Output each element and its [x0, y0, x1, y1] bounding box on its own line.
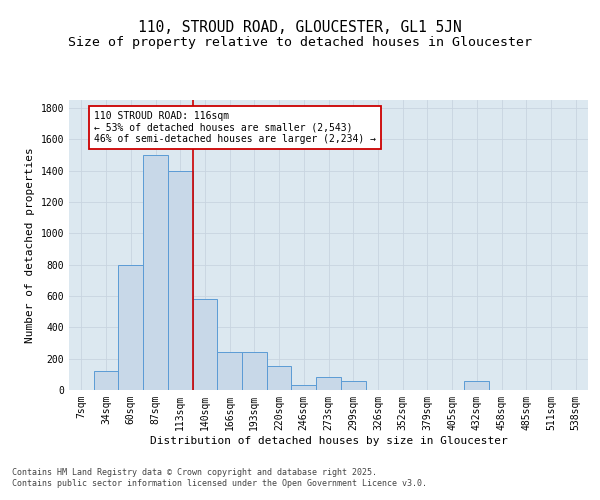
Bar — [193, 299, 217, 390]
Bar — [267, 366, 292, 390]
Bar — [94, 371, 118, 390]
Bar — [464, 380, 489, 390]
Bar — [118, 264, 143, 390]
Bar — [316, 378, 341, 390]
Bar — [217, 352, 242, 390]
Bar — [143, 155, 168, 390]
Text: 110, STROUD ROAD, GLOUCESTER, GL1 5JN: 110, STROUD ROAD, GLOUCESTER, GL1 5JN — [138, 20, 462, 35]
Text: Contains HM Land Registry data © Crown copyright and database right 2025.
Contai: Contains HM Land Registry data © Crown c… — [12, 468, 427, 487]
Text: 110 STROUD ROAD: 116sqm
← 53% of detached houses are smaller (2,543)
46% of semi: 110 STROUD ROAD: 116sqm ← 53% of detache… — [94, 111, 376, 144]
X-axis label: Distribution of detached houses by size in Gloucester: Distribution of detached houses by size … — [149, 436, 508, 446]
Y-axis label: Number of detached properties: Number of detached properties — [25, 147, 35, 343]
Text: Size of property relative to detached houses in Gloucester: Size of property relative to detached ho… — [68, 36, 532, 49]
Bar — [168, 170, 193, 390]
Bar — [341, 380, 365, 390]
Bar — [242, 352, 267, 390]
Bar — [292, 386, 316, 390]
